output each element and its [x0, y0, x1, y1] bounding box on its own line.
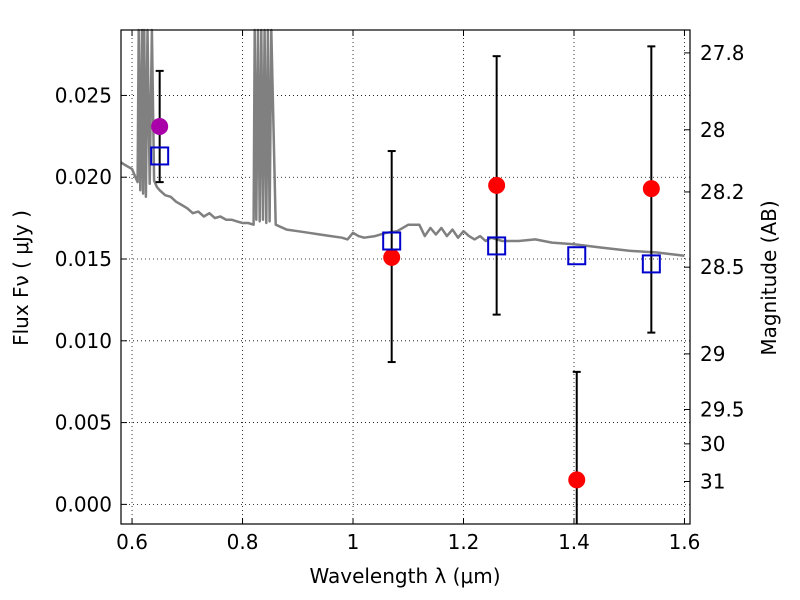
tick-layer: 0.6 0.8 1 1.2 1.4 1.6 0.000 0.005 0.010 0.015 0.02…: [55, 30, 745, 554]
y-right-axis-title: Magnitude (AB): [757, 200, 781, 355]
mag-tick-label: 31: [700, 469, 725, 493]
y-tick-label: 0.020: [55, 165, 112, 189]
mag-tick-label: 27.8: [700, 41, 745, 65]
mag-tick-label: 28.2: [700, 180, 745, 204]
y-tick-label: 0.010: [55, 329, 112, 353]
y-axis-title: Flux Fν ( μJy ): [9, 210, 33, 346]
x-tick-label: 0.6: [116, 530, 148, 554]
grid-layer: [121, 30, 690, 524]
y-tick-label: 0.015: [55, 247, 112, 271]
model-photometry-square: [567, 246, 587, 266]
model-photometry-square: [641, 254, 661, 274]
observed-point: [568, 471, 586, 489]
model-photometry-square: [382, 231, 402, 251]
x-tick-label: 1.2: [448, 530, 480, 554]
x-axis-title: Wavelength λ (μm): [309, 564, 500, 588]
y-tick-label: 0.025: [55, 83, 112, 107]
model-sed-line: [120, 28, 685, 257]
model-photometry-square: [487, 236, 507, 256]
model-photometry-square: [150, 146, 170, 166]
y-tick-label: 0.000: [55, 492, 112, 516]
mag-tick-label: 28: [700, 118, 725, 142]
x-tick-label: 1.6: [669, 530, 701, 554]
mag-tick-label: 28.5: [700, 255, 745, 279]
observed-point: [488, 176, 506, 194]
plot-frame: [120, 29, 691, 525]
mag-tick-label: 30: [700, 432, 725, 456]
x-tick-label: 1: [347, 530, 360, 554]
mag-tick-label: 29.5: [700, 397, 745, 421]
observed-point: [151, 118, 169, 136]
x-tick-label: 0.8: [227, 530, 259, 554]
mag-tick-label: 29: [700, 342, 725, 366]
observed-point: [642, 180, 660, 198]
plot-layer: [120, 28, 685, 524]
y-tick-label: 0.005: [55, 411, 112, 435]
observed-point: [383, 248, 401, 266]
x-tick-label: 1.4: [558, 530, 590, 554]
